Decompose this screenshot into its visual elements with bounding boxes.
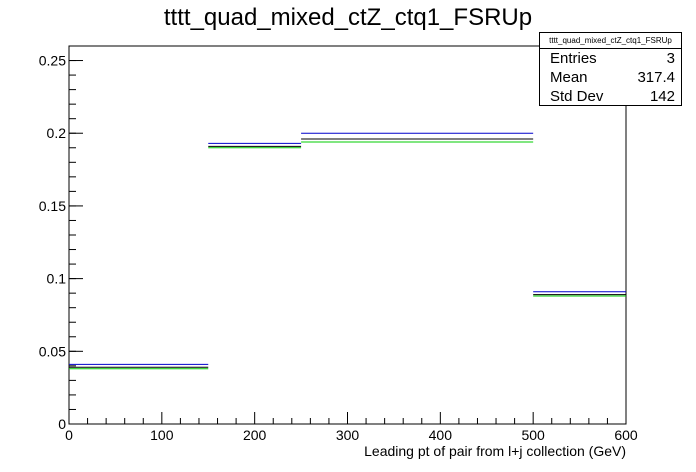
y-tick-label: 0 — [58, 416, 66, 432]
stats-box: tttt_quad_mixed_ctZ_ctq1_FSRUp Entries 3… — [539, 32, 682, 106]
x-axis-label: Leading pt of pair from l+j collection (… — [364, 443, 626, 459]
stats-label: Entries — [550, 50, 597, 67]
stats-value: 317.4 — [637, 69, 675, 86]
stats-row-entries: Entries 3 — [540, 49, 681, 68]
x-tick-label: 500 — [521, 427, 545, 443]
axis-layer: 0 0.05 0.1 0.15 0.2 0.25 0 100 200 300 400 500 600 — [39, 45, 638, 443]
y-tick-label: 0.15 — [39, 198, 66, 214]
stats-label: Std Dev — [550, 88, 604, 105]
stats-value: 142 — [649, 88, 675, 105]
stats-row-stddev: Std Dev 142 — [540, 87, 681, 106]
x-tick-label: 100 — [150, 427, 174, 443]
y-tick-label: 0.1 — [47, 271, 67, 287]
x-tick-label: 0 — [65, 427, 73, 443]
x-tick-label: 400 — [429, 427, 453, 443]
stats-row-mean: Mean 317.4 — [540, 68, 681, 87]
y-tick-label: 0.25 — [39, 53, 66, 69]
chart-title: tttt_quad_mixed_ctZ_ctq1_FSRUp — [163, 4, 533, 31]
x-tick-label: 600 — [614, 427, 638, 443]
stats-box-name: tttt_quad_mixed_ctZ_ctq1_FSRUp — [540, 33, 681, 49]
x-tick-label: 300 — [336, 427, 360, 443]
y-tick-label: 0.05 — [39, 343, 66, 359]
x-tick-label: 200 — [243, 427, 267, 443]
stats-value: 3 — [666, 50, 675, 67]
y-tick-label: 0.2 — [47, 125, 67, 141]
series-layer — [69, 132, 626, 370]
stats-label: Mean — [550, 69, 588, 86]
